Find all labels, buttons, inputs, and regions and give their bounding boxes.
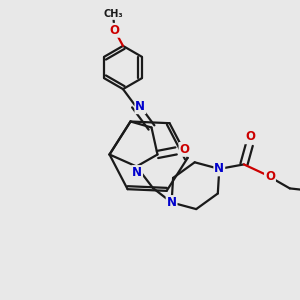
Text: N: N [214,162,224,176]
Text: CH₃: CH₃ [103,9,123,19]
Text: N: N [132,166,142,179]
Text: O: O [179,143,190,156]
Text: O: O [245,130,255,143]
Text: N: N [135,100,146,113]
Text: O: O [110,24,120,37]
Text: N: N [167,196,177,209]
Text: O: O [265,170,275,183]
